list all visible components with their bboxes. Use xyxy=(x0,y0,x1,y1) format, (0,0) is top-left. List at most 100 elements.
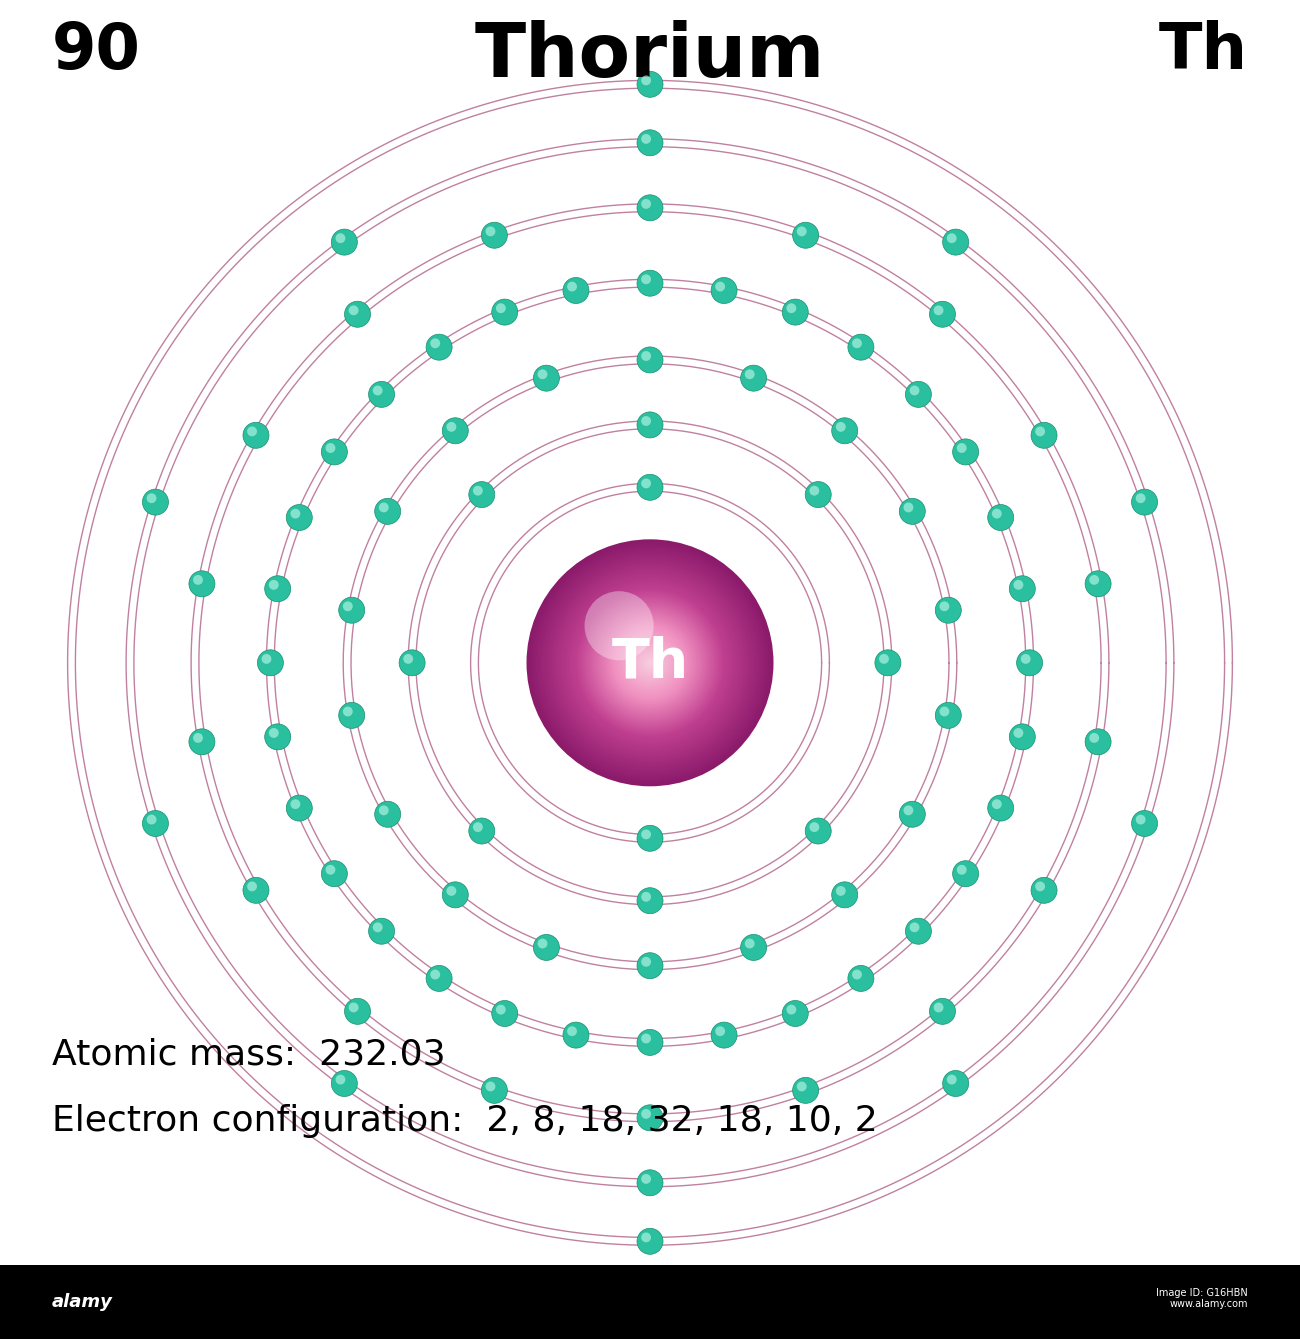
Circle shape xyxy=(1089,732,1098,743)
Circle shape xyxy=(832,418,858,443)
Circle shape xyxy=(374,801,400,828)
Circle shape xyxy=(900,498,926,525)
Circle shape xyxy=(910,386,919,395)
Circle shape xyxy=(741,366,767,391)
Circle shape xyxy=(618,631,682,695)
Circle shape xyxy=(567,1026,577,1036)
Circle shape xyxy=(563,576,736,750)
Circle shape xyxy=(469,818,495,844)
Circle shape xyxy=(933,1003,944,1012)
Circle shape xyxy=(560,573,740,753)
Circle shape xyxy=(575,588,725,738)
Circle shape xyxy=(194,732,203,743)
Circle shape xyxy=(942,1070,968,1097)
Circle shape xyxy=(783,299,809,325)
Text: Th: Th xyxy=(1160,20,1248,82)
Circle shape xyxy=(614,625,688,700)
Circle shape xyxy=(592,604,708,722)
Circle shape xyxy=(940,601,949,611)
Text: Atomic mass:  232.03: Atomic mass: 232.03 xyxy=(52,1038,446,1071)
Circle shape xyxy=(194,574,203,585)
Circle shape xyxy=(1131,810,1157,837)
Circle shape xyxy=(628,641,672,684)
Circle shape xyxy=(599,612,701,714)
Circle shape xyxy=(343,601,352,611)
Circle shape xyxy=(608,621,692,704)
Circle shape xyxy=(793,1078,819,1103)
Circle shape xyxy=(554,568,746,758)
Circle shape xyxy=(543,556,757,770)
Circle shape xyxy=(637,825,663,852)
Circle shape xyxy=(578,592,722,734)
Circle shape xyxy=(641,1174,651,1184)
Circle shape xyxy=(797,226,807,236)
Circle shape xyxy=(637,953,663,979)
Circle shape xyxy=(957,865,967,874)
Text: Th: Th xyxy=(611,636,689,690)
Circle shape xyxy=(805,818,831,844)
Circle shape xyxy=(715,281,725,292)
Circle shape xyxy=(378,502,389,513)
Circle shape xyxy=(805,482,831,507)
Circle shape xyxy=(953,861,979,886)
Circle shape xyxy=(348,305,359,315)
Circle shape xyxy=(491,1000,517,1027)
Circle shape xyxy=(832,882,858,908)
Circle shape xyxy=(348,1003,359,1012)
Circle shape xyxy=(848,335,874,360)
Circle shape xyxy=(582,595,718,731)
Circle shape xyxy=(957,443,967,453)
Circle shape xyxy=(637,888,663,913)
Circle shape xyxy=(611,624,689,702)
Circle shape xyxy=(243,422,269,449)
Circle shape xyxy=(426,965,452,991)
Circle shape xyxy=(836,422,846,431)
Circle shape xyxy=(647,660,653,665)
Circle shape xyxy=(637,1170,663,1196)
Circle shape xyxy=(933,305,944,315)
Circle shape xyxy=(642,655,658,671)
Circle shape xyxy=(741,935,767,960)
Text: Image ID: G16HBN
www.alamy.com: Image ID: G16HBN www.alamy.com xyxy=(1156,1288,1248,1310)
Circle shape xyxy=(641,274,651,284)
Circle shape xyxy=(1136,493,1145,503)
Circle shape xyxy=(745,939,754,948)
Circle shape xyxy=(1136,814,1145,825)
Circle shape xyxy=(426,335,452,360)
Circle shape xyxy=(637,347,663,372)
Circle shape xyxy=(641,351,651,362)
Circle shape xyxy=(369,382,395,407)
Circle shape xyxy=(374,498,400,525)
Circle shape xyxy=(430,339,441,348)
Circle shape xyxy=(620,633,680,692)
Circle shape xyxy=(1031,422,1057,449)
Circle shape xyxy=(533,366,559,391)
Circle shape xyxy=(1131,489,1157,516)
Circle shape xyxy=(335,233,346,244)
Circle shape xyxy=(495,1004,506,1015)
Circle shape xyxy=(542,554,758,771)
Circle shape xyxy=(430,969,441,979)
Circle shape xyxy=(286,795,312,821)
Circle shape xyxy=(836,886,846,896)
Circle shape xyxy=(538,552,762,774)
Circle shape xyxy=(1086,728,1112,755)
Circle shape xyxy=(601,613,699,712)
Circle shape xyxy=(528,541,772,785)
Circle shape xyxy=(269,580,278,589)
Circle shape xyxy=(446,422,456,431)
Circle shape xyxy=(533,545,767,781)
Circle shape xyxy=(534,548,766,778)
Circle shape xyxy=(558,570,742,755)
Circle shape xyxy=(910,923,919,932)
Circle shape xyxy=(711,277,737,304)
Circle shape xyxy=(625,639,675,687)
Circle shape xyxy=(606,619,694,707)
Circle shape xyxy=(627,640,673,686)
Circle shape xyxy=(637,412,663,438)
Text: Thorium: Thorium xyxy=(474,20,826,94)
Circle shape xyxy=(607,620,693,706)
Circle shape xyxy=(541,553,759,773)
Circle shape xyxy=(637,474,663,501)
Circle shape xyxy=(485,226,495,236)
